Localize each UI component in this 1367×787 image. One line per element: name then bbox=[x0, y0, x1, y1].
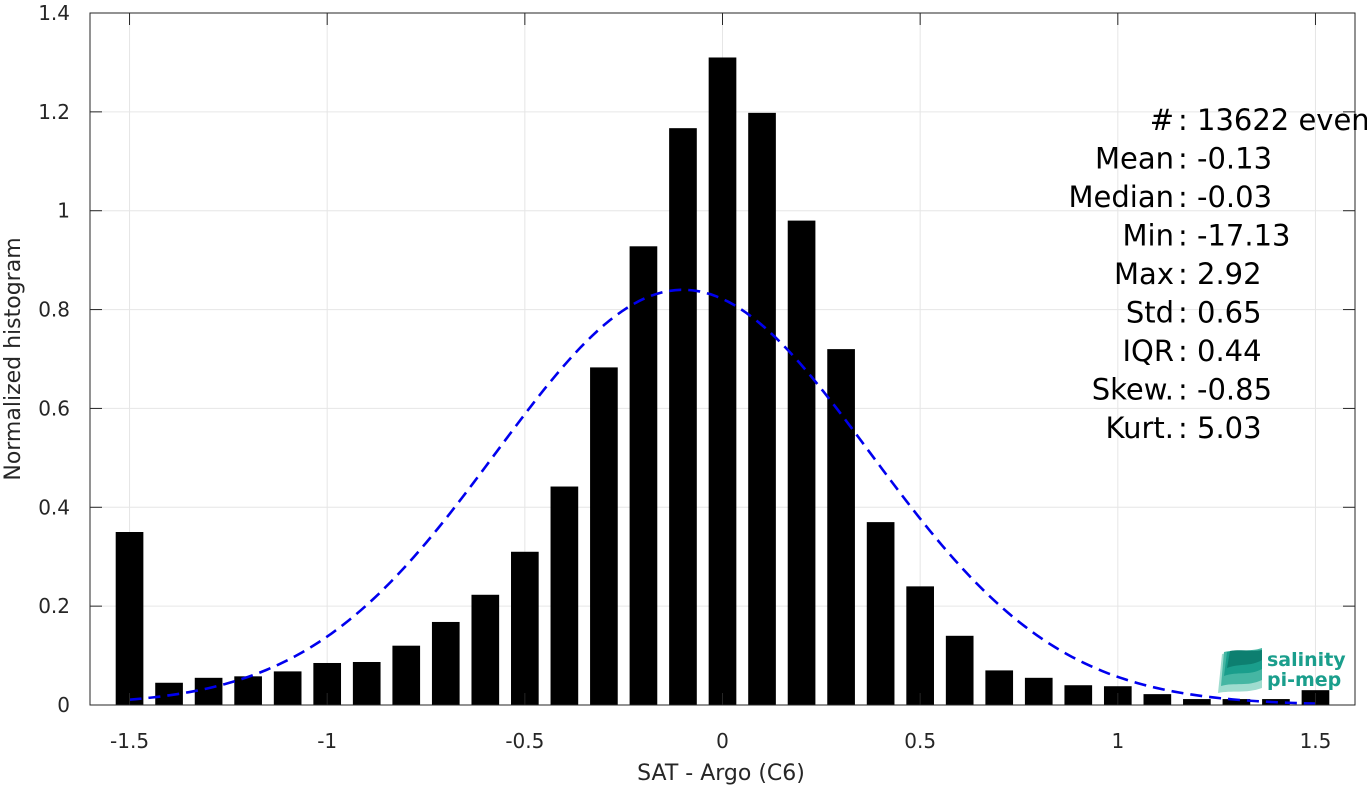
histogram-bar bbox=[511, 551, 539, 705]
histogram-bar bbox=[1222, 699, 1251, 705]
histogram-bar bbox=[115, 532, 144, 705]
x-tick-labels: -1.5 -1 -0.5 0 0.5 1 1.5 bbox=[110, 729, 1331, 753]
y-tick-label: 1.4 bbox=[38, 1, 70, 25]
stat-label: Median bbox=[1069, 180, 1174, 214]
logo-line1: salinity bbox=[1267, 649, 1346, 671]
stat-label: # bbox=[1150, 103, 1174, 137]
x-tick-label: 1.5 bbox=[1300, 729, 1332, 753]
histogram-bar bbox=[392, 645, 421, 705]
histogram-bar bbox=[708, 57, 737, 705]
stat-label: Min bbox=[1123, 219, 1174, 253]
waves-logo-icon bbox=[1218, 648, 1262, 693]
logo-line2: pi-mep bbox=[1267, 669, 1341, 691]
histogram-bar bbox=[590, 367, 618, 705]
stat-label: Mean bbox=[1095, 142, 1174, 176]
histogram-bar bbox=[1064, 685, 1093, 705]
y-tick-label: 0.4 bbox=[38, 495, 70, 519]
x-tick-label: -1 bbox=[317, 729, 337, 753]
stat-value: : -0.03 bbox=[1178, 180, 1272, 214]
stat-label: IQR bbox=[1122, 334, 1174, 368]
histogram-bar bbox=[629, 246, 658, 705]
stat-value: : 0.65 bbox=[1178, 296, 1262, 330]
x-tick-label: 0 bbox=[716, 729, 729, 753]
y-tick-label: 1.2 bbox=[38, 100, 70, 124]
histogram-bar bbox=[1024, 677, 1053, 705]
stat-value: : -0.85 bbox=[1178, 373, 1272, 407]
histogram-bar bbox=[1183, 699, 1211, 705]
histogram-bar bbox=[234, 676, 262, 705]
stat-label: Kurt. bbox=[1106, 411, 1174, 445]
y-tick-label: 1 bbox=[57, 199, 70, 223]
histogram-bar bbox=[748, 112, 776, 706]
y-tick-label: 0.2 bbox=[38, 594, 70, 618]
histogram-bar bbox=[945, 635, 974, 705]
stat-value: : -0.13 bbox=[1178, 142, 1272, 176]
salinity-pi-mep-logo: salinity pi-mep bbox=[1218, 648, 1346, 693]
x-tick-label: 1 bbox=[1111, 729, 1124, 753]
histogram-bar bbox=[827, 349, 855, 705]
histogram-bar bbox=[1143, 694, 1172, 705]
histogram-bar bbox=[906, 586, 934, 705]
y-tick-labels: 0 0.2 0.4 0.6 0.8 1 1.2 1.4 bbox=[38, 1, 70, 717]
histogram-bar bbox=[431, 621, 460, 705]
histogram-bar bbox=[550, 486, 579, 705]
gaussian-fit-curve bbox=[129, 288, 1316, 705]
stat-value: : 5.03 bbox=[1178, 411, 1262, 445]
y-tick-label: 0.8 bbox=[38, 298, 70, 322]
histogram-bar bbox=[471, 594, 500, 705]
stat-label: Std bbox=[1126, 296, 1174, 330]
histogram-bar bbox=[194, 677, 223, 705]
stat-value: : 2.92 bbox=[1178, 257, 1262, 291]
stat-value: : 13622 events bbox=[1178, 103, 1367, 137]
y-axis-label: Normalized histogram bbox=[1, 237, 26, 480]
histogram-bar bbox=[273, 671, 302, 705]
stat-value: : -17.13 bbox=[1178, 219, 1290, 253]
histogram-bar bbox=[155, 682, 183, 705]
histogram-bar bbox=[985, 670, 1014, 705]
stat-label: Skew. bbox=[1092, 373, 1174, 407]
y-tick-label: 0 bbox=[57, 693, 70, 717]
histogram-bar bbox=[352, 661, 381, 705]
histogram-bar bbox=[787, 220, 816, 705]
histogram-bar bbox=[866, 522, 895, 705]
x-axis-label: SAT - Argo (C6) bbox=[637, 761, 805, 786]
histogram-bars bbox=[115, 57, 1330, 706]
stat-value: : 0.44 bbox=[1178, 334, 1262, 368]
x-tick-label: -0.5 bbox=[505, 729, 544, 753]
histogram-bar bbox=[669, 128, 697, 705]
stat-label: Max bbox=[1114, 257, 1174, 291]
y-tick-label: 0.6 bbox=[38, 396, 70, 420]
axis-ticks bbox=[90, 12, 1355, 706]
x-tick-label: -1.5 bbox=[110, 729, 149, 753]
x-tick-label: 0.5 bbox=[904, 729, 936, 753]
